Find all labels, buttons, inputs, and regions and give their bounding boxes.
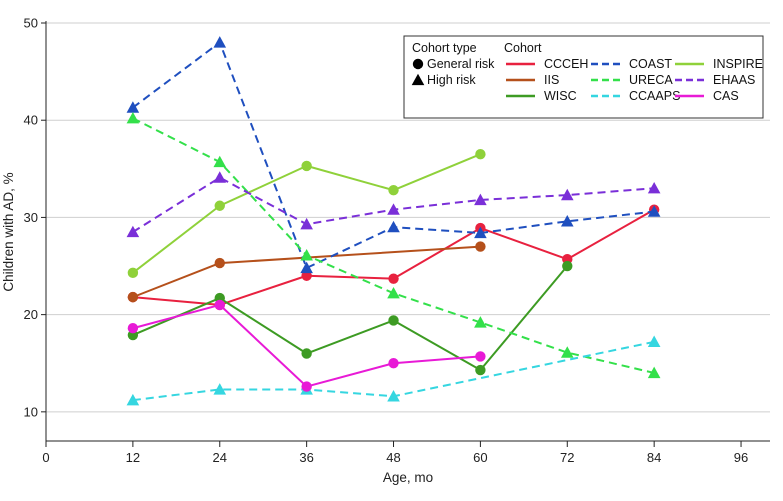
y-tick-label: 10: [24, 404, 38, 419]
series-coast: [126, 36, 661, 274]
series-ureca: [126, 111, 661, 379]
y-tick-label: 40: [24, 113, 38, 128]
data-point-iis: [127, 291, 139, 303]
axis-layer: 10 20 30 40 50 0 12 24 36 48 60 72 84 96 Age, mo Childr…: [1, 16, 770, 485]
data-point-ureca: [126, 111, 140, 124]
data-point-cas: [127, 323, 139, 334]
data-point-coast: [300, 261, 313, 274]
series-inspire: [127, 149, 486, 279]
legend-label-ccaaps: CCAAPS: [629, 89, 680, 103]
data-point-ehaas: [560, 188, 574, 201]
series-line-wisc: [132, 265, 569, 372]
legend-label-ccceh: CCCEH: [544, 57, 588, 71]
data-point-ehaas: [300, 217, 313, 230]
data-point-coast: [560, 215, 574, 227]
x-tick-label: 24: [213, 450, 227, 465]
data-point-coast: [474, 226, 487, 239]
data-point-coast: [647, 205, 661, 217]
data-point-ureca: [213, 155, 227, 168]
data-point-ccaaps: [387, 389, 400, 402]
data-point-ureca: [387, 286, 400, 299]
data-point-wisc: [562, 260, 573, 272]
legend-type-label: High risk: [427, 73, 476, 87]
x-axis-title: Age, mo: [383, 470, 433, 485]
legend-label-ureca: URECA: [629, 73, 673, 87]
y-axis-title: Children with AD, %: [1, 172, 16, 291]
series-ccaaps: [126, 335, 661, 406]
grid-layer: [46, 22, 770, 413]
data-point-cas: [214, 299, 225, 311]
x-tick-label: 84: [647, 450, 661, 465]
x-tick-label: 12: [126, 450, 140, 465]
data-point-ccaaps: [126, 393, 140, 406]
data-point-ureca: [647, 366, 661, 379]
series-ehaas: [126, 171, 661, 238]
data-point-ehaas: [474, 193, 487, 206]
series-layer: [126, 36, 661, 406]
series-wisc: [127, 260, 573, 376]
legend-circle-icon: [412, 58, 424, 70]
data-point-iis: [475, 241, 486, 252]
data-point-coast: [213, 36, 227, 48]
data-point-iis: [214, 257, 225, 269]
x-tick-label: 96: [734, 450, 748, 465]
data-point-inspire: [475, 149, 486, 160]
series-line-ureca: [132, 117, 655, 374]
legend-label-ehaas: EHAAS: [713, 73, 755, 87]
y-tick-label: 50: [24, 16, 38, 31]
data-point-inspire: [301, 160, 312, 172]
y-tick-label: 20: [24, 307, 38, 322]
legend-label-coast: COAST: [629, 57, 672, 71]
x-tick-label: 72: [560, 450, 574, 465]
legend-label-iis: IIS: [544, 73, 559, 87]
x-tick-label: 0: [42, 450, 49, 465]
legend-box: [403, 35, 764, 119]
x-tick-label: 60: [473, 450, 487, 465]
legend-triangle-icon: [411, 73, 425, 86]
data-point-wisc: [388, 315, 399, 326]
data-point-ccceh: [301, 270, 312, 281]
data-point-ccaaps: [213, 383, 227, 395]
data-point-inspire: [127, 267, 139, 279]
data-point-wisc: [301, 348, 312, 359]
data-point-ureca: [474, 316, 487, 328]
data-point-ureca: [560, 346, 574, 358]
data-point-inspire: [388, 185, 399, 196]
series-line-cas: [132, 303, 481, 388]
data-point-wisc: [475, 364, 486, 376]
data-point-ehaas: [126, 225, 140, 238]
data-point-cas: [388, 358, 399, 369]
legend-type-label: General risk: [427, 57, 495, 71]
data-point-ehaas: [387, 203, 400, 215]
legend-cohort-header: Cohort: [504, 41, 542, 55]
data-point-cas: [475, 351, 486, 362]
y-tick-label: 30: [24, 210, 38, 225]
legend-type-header: Cohort type: [412, 41, 477, 55]
data-point-inspire: [214, 200, 225, 211]
series-cas: [127, 299, 486, 392]
x-tick-label: 36: [299, 450, 313, 465]
data-point-cas: [301, 381, 312, 392]
legend-label-wisc: WISC: [544, 89, 577, 103]
data-point-ehaas: [647, 181, 661, 194]
data-point-ccceh: [388, 273, 399, 284]
data-point-ccaaps: [647, 335, 661, 348]
x-tick-label: 48: [386, 450, 400, 465]
data-point-ureca: [300, 249, 313, 261]
data-point-coast: [126, 101, 140, 113]
legend-label-inspire: INSPIRE: [713, 57, 763, 71]
legend-label-cas: CAS: [713, 89, 739, 103]
data-point-ehaas: [213, 171, 227, 183]
series-iis: [127, 241, 486, 303]
data-point-coast: [387, 220, 400, 233]
